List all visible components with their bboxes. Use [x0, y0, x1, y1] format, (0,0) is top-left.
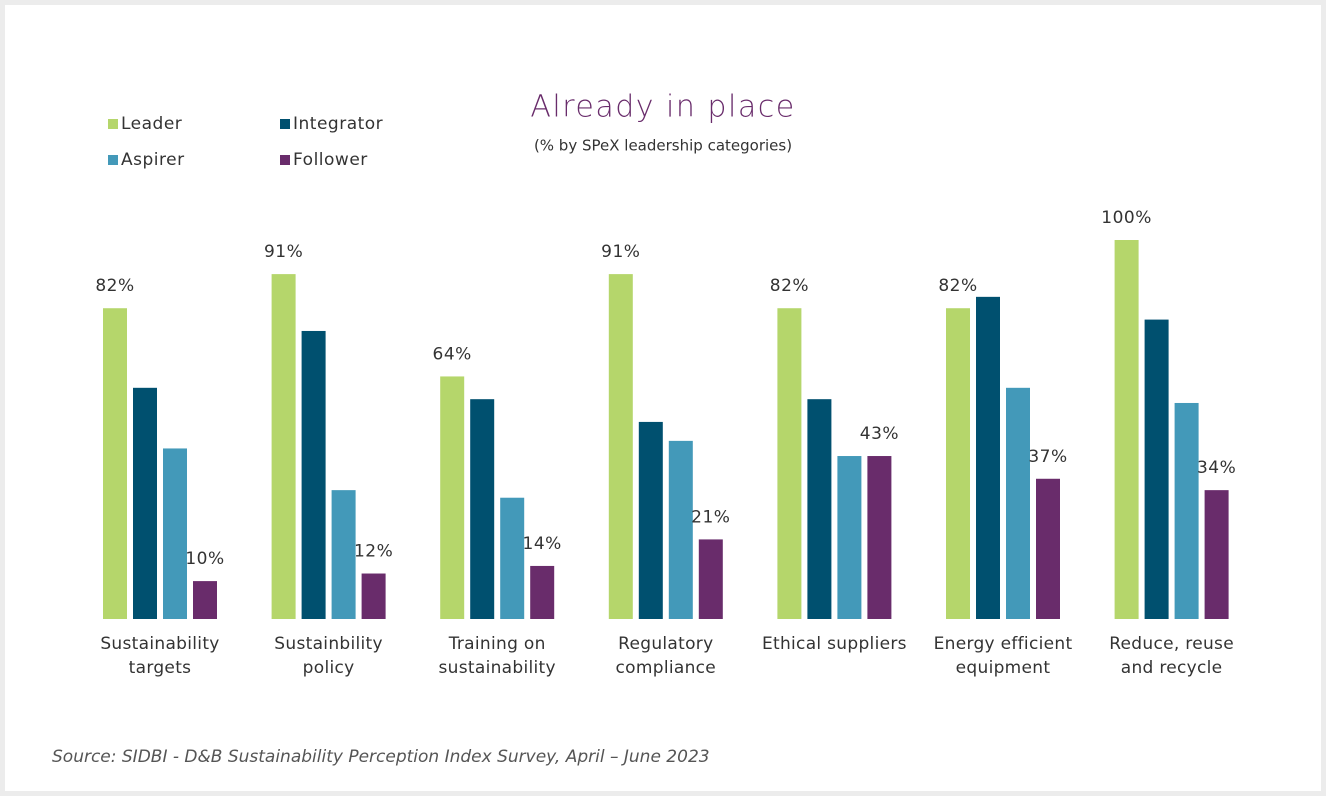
data-label: 64%	[433, 344, 472, 364]
data-label: 43%	[860, 424, 899, 444]
x-tick-label: Training on sustainability	[438, 634, 556, 678]
x-tick-label: Energy efficient equipment	[933, 634, 1073, 678]
bar	[331, 490, 356, 619]
bar	[1006, 387, 1030, 619]
bar	[470, 399, 495, 619]
legend-label: Follower	[293, 150, 368, 170]
bar	[1144, 319, 1169, 619]
data-label: 91%	[264, 242, 303, 262]
bar	[361, 573, 386, 619]
data-label: 12%	[354, 542, 393, 562]
data-label: 100%	[1101, 208, 1152, 228]
bar	[946, 308, 970, 619]
x-tick-label: Regulatory compliance	[615, 634, 717, 678]
background	[5, 5, 1321, 791]
bar	[301, 330, 326, 619]
bar	[1036, 478, 1060, 619]
data-label: 37%	[1028, 447, 1067, 467]
data-label: 82%	[770, 276, 809, 296]
data-label: 91%	[601, 242, 640, 262]
data-label: 10%	[185, 549, 224, 569]
bar	[668, 440, 693, 619]
bar	[163, 448, 187, 619]
source-note: Source: SIDBI - D&B Sustainability Perce…	[52, 747, 710, 767]
x-tick-label: Sustainability targets	[100, 634, 220, 678]
bar	[500, 497, 525, 619]
x-tick-label: Reduce, reuse and recycle	[1109, 634, 1234, 678]
legend-label: Leader	[121, 114, 182, 134]
legend-swatch	[108, 119, 118, 129]
data-label: 34%	[1197, 458, 1236, 478]
data-label: 14%	[523, 534, 562, 554]
chart-title: Already in place	[530, 90, 795, 125]
legend-label: Integrator	[293, 114, 383, 134]
bar	[193, 581, 217, 619]
bar	[698, 539, 723, 619]
bar	[1204, 490, 1229, 619]
bar	[867, 456, 892, 619]
chart-subtitle: (% by SPeX leadership categories)	[534, 137, 792, 155]
x-tick-label: Ethical suppliers	[761, 634, 907, 654]
bar	[807, 399, 832, 619]
legend-swatch	[280, 119, 290, 129]
legend-swatch	[108, 155, 118, 165]
bar	[133, 387, 157, 619]
x-tick-label: Sustainbility policy	[274, 634, 383, 678]
bar	[976, 296, 1000, 619]
bar	[103, 308, 127, 619]
bar	[638, 421, 663, 619]
data-label: 21%	[691, 507, 730, 527]
bar	[271, 274, 296, 619]
bar	[1114, 240, 1139, 619]
bar	[1174, 402, 1199, 619]
legend-label: Aspirer	[121, 150, 185, 170]
bar	[837, 456, 862, 619]
data-label: 82%	[938, 276, 977, 296]
bar	[777, 308, 802, 619]
bar	[608, 274, 633, 619]
bar	[440, 376, 465, 619]
bar	[530, 565, 555, 619]
legend-swatch	[280, 155, 290, 165]
data-label: 82%	[95, 276, 134, 296]
